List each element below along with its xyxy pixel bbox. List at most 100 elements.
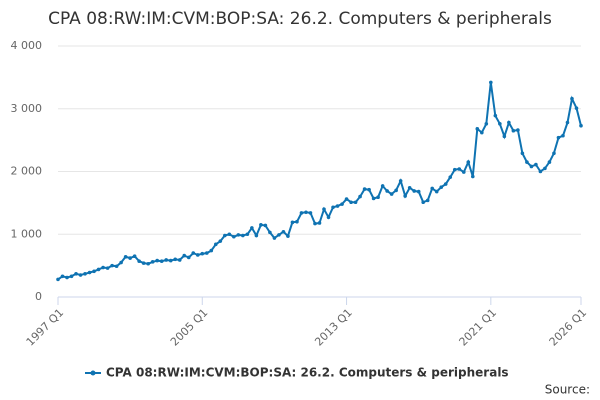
data-point	[430, 186, 435, 191]
y-tick-label: 4 000	[11, 39, 43, 52]
data-point	[385, 189, 389, 193]
data-point	[421, 200, 425, 205]
data-point	[114, 264, 119, 269]
data-point	[389, 192, 394, 196]
legend-marker	[90, 370, 96, 376]
data-point	[245, 232, 250, 237]
x-tick-label: 2005 Q1	[168, 306, 211, 349]
data-point	[407, 186, 412, 190]
data-point	[155, 258, 159, 263]
data-point	[461, 170, 466, 174]
data-point	[498, 122, 502, 126]
data-point	[331, 205, 335, 210]
data-point	[69, 274, 74, 279]
data-point	[186, 255, 191, 260]
data-point	[268, 230, 272, 235]
data-point	[340, 202, 344, 206]
data-point	[308, 211, 313, 215]
data-point	[534, 162, 538, 167]
data-point	[579, 123, 583, 128]
data-point	[484, 122, 489, 126]
data-point	[358, 194, 362, 199]
data-point	[150, 260, 155, 264]
data-point	[177, 258, 182, 262]
data-point	[277, 233, 281, 237]
data-point	[570, 96, 574, 101]
data-point	[281, 229, 286, 234]
data-point	[295, 219, 299, 224]
data-point	[290, 220, 295, 225]
x-tick-label: 1997 Q1	[24, 306, 67, 349]
data-point	[367, 187, 371, 192]
series-line	[57, 82, 582, 281]
data-point	[132, 254, 137, 259]
data-point	[200, 251, 205, 256]
data-point	[159, 259, 164, 264]
y-tick-label: 0	[35, 290, 42, 303]
x-tick-label: 2021 Q1	[457, 306, 500, 349]
data-point	[317, 221, 322, 225]
data-point	[128, 256, 132, 260]
data-point	[529, 164, 534, 169]
data-point	[511, 128, 516, 133]
legend-label: CPA 08:RW:IM:CVM:BOP:SA: 26.2. Computers…	[106, 366, 509, 380]
data-point	[173, 257, 178, 262]
data-point	[164, 258, 169, 262]
data-point	[507, 120, 511, 125]
data-point	[263, 223, 268, 228]
data-point	[520, 151, 525, 156]
data-point	[141, 261, 146, 265]
data-point	[56, 277, 60, 282]
data-point	[250, 226, 254, 230]
x-tick-label: 2026 Q1	[547, 306, 590, 349]
data-point	[110, 263, 114, 268]
data-point	[96, 267, 101, 272]
data-point	[209, 248, 214, 253]
data-point	[137, 259, 141, 264]
data-point	[362, 187, 367, 191]
data-point	[335, 204, 340, 208]
data-point	[78, 273, 83, 277]
data-point	[232, 234, 236, 239]
data-point	[204, 251, 209, 255]
data-point	[538, 169, 543, 174]
data-point	[552, 151, 556, 156]
data-point	[236, 233, 241, 237]
data-point	[218, 239, 223, 243]
data-point	[123, 255, 128, 259]
data-point	[439, 185, 444, 189]
data-point	[516, 128, 520, 132]
data-point	[475, 127, 480, 131]
data-point	[502, 134, 507, 139]
data-point	[60, 274, 65, 279]
data-point	[416, 189, 421, 194]
data-point	[480, 130, 484, 135]
data-point	[92, 269, 96, 274]
data-point	[286, 234, 290, 238]
legend-item: CPA 08:RW:IM:CVM:BOP:SA: 26.2. Computers…	[85, 366, 509, 380]
data-point	[195, 253, 200, 257]
data-point	[556, 135, 561, 140]
y-tick-label: 1 000	[11, 227, 43, 240]
data-point	[101, 265, 105, 270]
data-point	[304, 210, 308, 215]
data-point	[394, 188, 398, 193]
data-point	[425, 198, 430, 203]
data-point	[412, 189, 416, 193]
data-point	[574, 106, 579, 110]
data-point	[457, 167, 462, 171]
data-point	[272, 236, 277, 240]
data-point	[259, 223, 263, 227]
y-tick-label: 2 000	[11, 165, 43, 178]
data-point	[565, 120, 570, 125]
data-point	[380, 184, 385, 188]
data-point	[74, 271, 78, 276]
data-point	[489, 80, 493, 85]
data-point	[254, 233, 259, 238]
data-point	[376, 195, 380, 200]
data-point	[214, 242, 218, 247]
data-point	[105, 266, 110, 270]
data-point	[313, 221, 317, 226]
data-point	[466, 160, 471, 164]
data-point	[371, 196, 376, 201]
